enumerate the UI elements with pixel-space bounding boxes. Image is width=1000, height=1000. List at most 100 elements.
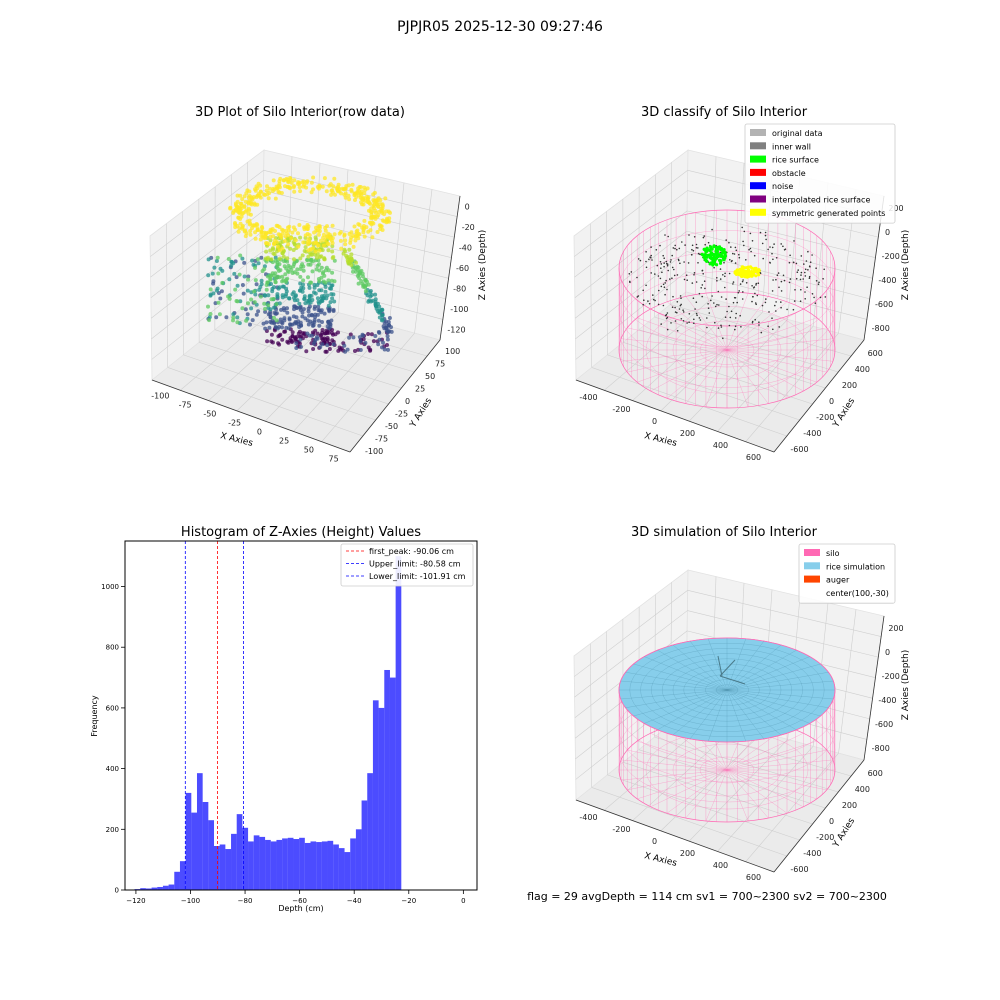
- raw-point: [329, 292, 334, 297]
- y-tick-label: 600: [868, 769, 883, 778]
- classify-symmetric-point: [740, 274, 745, 278]
- raw-point: [332, 258, 337, 263]
- raw-point: [248, 322, 252, 327]
- classify-rice-point: [712, 260, 717, 264]
- hist-bar: [162, 885, 169, 890]
- classify-rice-point: [722, 258, 726, 262]
- raw-point: [384, 209, 389, 214]
- classify-silo-floor-ring: [672, 320, 782, 380]
- classify-rice-point: [702, 255, 706, 259]
- classify-grid-dot: [700, 287, 702, 289]
- hist-bar: [395, 556, 402, 890]
- raw-point: [206, 273, 211, 278]
- classify-grid-dot: [737, 291, 740, 294]
- raw-point: [276, 184, 281, 188]
- raw-point: [271, 297, 276, 301]
- raw-point: [361, 202, 366, 207]
- grid-line: [736, 163, 745, 306]
- raw-point: [309, 280, 314, 285]
- raw-point: [313, 328, 318, 333]
- raw-ylabel: Y Axies: [408, 396, 434, 430]
- hist-xtick-label: 0: [461, 897, 465, 905]
- raw-point: [233, 222, 238, 227]
- classify-grid-dot: [819, 296, 822, 299]
- raw-point: [268, 238, 273, 243]
- raw-point: [246, 211, 251, 216]
- z-tick-label: -600: [875, 720, 893, 729]
- raw-point: [297, 223, 302, 227]
- raw-point: [286, 270, 291, 274]
- grid-line: [262, 271, 443, 320]
- raw-point: [329, 283, 334, 288]
- classify-grid-dot: [735, 312, 737, 315]
- classify-rice-point: [715, 250, 719, 254]
- raw-point: [373, 297, 378, 302]
- raw-point: [243, 234, 248, 239]
- grid-line: [688, 319, 788, 422]
- panel-classify-3d: 3D classify of Silo Interior -400 -200 0 20…: [573, 105, 911, 462]
- raw-point: [297, 341, 302, 346]
- classify-legend-swatch: [750, 142, 766, 150]
- raw-point: [295, 267, 300, 272]
- classify-symmetric-point: [754, 268, 759, 272]
- classify-grid-dot: [720, 324, 722, 327]
- raw-point: [349, 263, 354, 267]
- raw-point: [229, 259, 234, 264]
- raw-point: [220, 268, 225, 273]
- raw-point: [311, 175, 316, 180]
- classify-grid-dot: [795, 277, 798, 280]
- classify-grid-dot: [671, 254, 673, 257]
- grid-line: [574, 190, 688, 278]
- raw-point: [286, 263, 291, 268]
- raw-point: [343, 242, 348, 247]
- raw-point: [377, 337, 382, 342]
- classify-grid-dot: [804, 291, 806, 293]
- raw-point: [231, 318, 235, 323]
- raw-point: [347, 335, 352, 340]
- classify-grid-dot: [650, 246, 652, 248]
- classify-legend-label: inner wall: [772, 142, 811, 151]
- x-tick-label: 600: [746, 453, 761, 462]
- classify-grid-dot: [657, 303, 660, 306]
- raw-point: [212, 265, 217, 270]
- raw-point: [307, 333, 312, 338]
- raw-point: [305, 227, 310, 231]
- hist-bars: [134, 556, 402, 890]
- hist-bar: [299, 837, 305, 890]
- raw-point: [238, 253, 243, 258]
- rice-mesh-spoke: [689, 641, 728, 691]
- classify-grid-dot: [815, 280, 818, 282]
- y-tick-label: 25: [415, 385, 425, 394]
- raw-point: [383, 196, 388, 201]
- classify-grid-dot: [669, 278, 671, 280]
- raw-point: [331, 342, 336, 347]
- raw-point: [316, 304, 321, 309]
- raw-point: [277, 179, 282, 184]
- x-tick-label: -75: [179, 401, 192, 410]
- classify-grid-dot: [694, 308, 696, 310]
- grid-line: [670, 304, 852, 357]
- classify-grid-dot: [724, 272, 726, 275]
- classify-grid-dot: [800, 271, 803, 274]
- raw-point: [353, 198, 357, 202]
- classify-grid-dot: [775, 301, 777, 303]
- raw-point: [235, 193, 240, 198]
- raw-point: [330, 327, 334, 332]
- raw-point: [373, 198, 378, 203]
- raw-point: [338, 230, 343, 235]
- classify-grid-dot: [671, 266, 674, 269]
- classify-grid-dot: [698, 292, 701, 295]
- rice-mesh-spoke: [726, 689, 834, 700]
- classify-grid-dot: [674, 320, 677, 322]
- raw-point: [226, 294, 231, 299]
- raw-point: [269, 257, 274, 262]
- raw-point: [227, 277, 232, 282]
- classify-grid-dot: [778, 286, 780, 289]
- raw-point: [271, 178, 276, 183]
- raw-point: [268, 248, 273, 253]
- classify-grid-dot: [680, 297, 682, 300]
- raw-point: [301, 286, 306, 291]
- raw-point: [220, 280, 225, 285]
- raw-point: [387, 219, 392, 224]
- classify-grid-dot: [701, 284, 704, 286]
